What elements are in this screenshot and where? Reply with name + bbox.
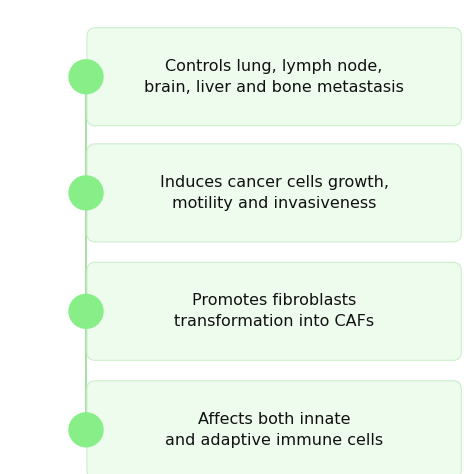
FancyBboxPatch shape: [87, 28, 461, 126]
FancyBboxPatch shape: [87, 262, 461, 360]
Text: Promotes fibroblasts
transformation into CAFs: Promotes fibroblasts transformation into…: [174, 293, 374, 329]
Text: Affects both innate
and adaptive immune cells: Affects both innate and adaptive immune …: [165, 412, 383, 448]
FancyBboxPatch shape: [87, 381, 461, 474]
Circle shape: [68, 175, 104, 210]
Text: Induces cancer cells growth,
motility and invasiveness: Induces cancer cells growth, motility an…: [160, 175, 389, 211]
Text: Controls lung, lymph node,
brain, liver and bone metastasis: Controls lung, lymph node, brain, liver …: [144, 59, 404, 95]
Circle shape: [68, 59, 104, 94]
Circle shape: [68, 294, 104, 329]
FancyBboxPatch shape: [87, 144, 461, 242]
Circle shape: [68, 412, 104, 447]
